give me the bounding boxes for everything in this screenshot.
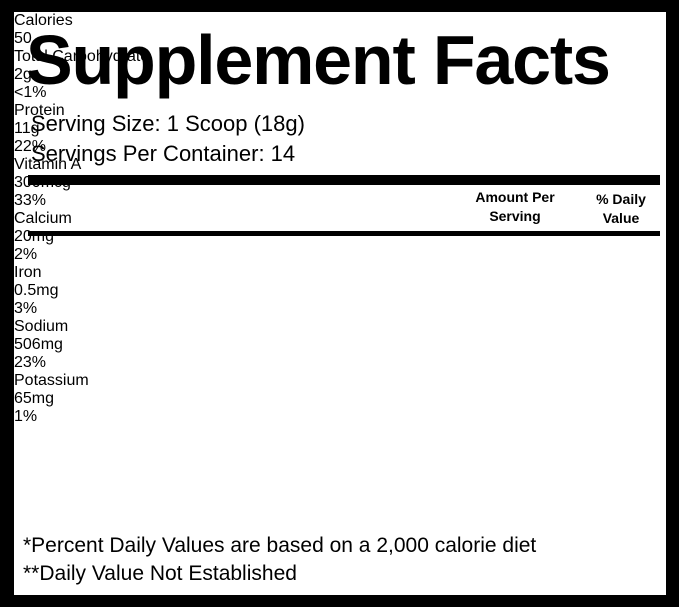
daily-value: 22% <box>14 138 47 155</box>
table-body: Calories 50 Total Carbohydrate 2g <1% Protein… <box>14 12 666 426</box>
nutrient-name: Total Carbohydrate <box>14 48 150 65</box>
amount: 11g <box>14 120 40 137</box>
daily-value: 23% <box>14 354 47 371</box>
table-row: Sodium 506mg 23% <box>14 318 666 372</box>
nutrient-name: Calcium <box>14 210 72 227</box>
table-row: Protein 11g 22% <box>14 102 666 156</box>
header-rule <box>28 231 660 236</box>
nutrient-name: Calories <box>14 12 73 29</box>
footnote: *Percent Daily Values are based on a 2,0… <box>23 534 537 557</box>
amount: 50 <box>14 30 32 47</box>
thick-rule <box>28 175 660 185</box>
nutrient-name: Iron <box>14 264 42 281</box>
daily-value: <1% <box>14 84 47 101</box>
footnote: **Daily Value Not Established <box>23 562 297 585</box>
table-row: Total Carbohydrate 2g <1% <box>14 48 666 102</box>
daily-value: 33% <box>14 192 47 209</box>
daily-value: 1% <box>14 408 38 425</box>
nutrient-name: Sodium <box>14 318 69 335</box>
daily-value: 2% <box>14 246 38 263</box>
serving-size: Serving Size: 1 Scoop (18g) <box>31 111 305 136</box>
table-row: Potassium 65mg 1% <box>14 372 666 426</box>
nutrient-name: Potassium <box>14 372 89 389</box>
column-header: % Daily Value <box>596 191 646 226</box>
nutrient-name: Vitamin A <box>14 156 82 173</box>
amount: 0.5mg <box>14 282 59 299</box>
amount: 506mg <box>14 336 63 353</box>
table-row: Calories 50 <box>14 12 666 48</box>
table-row: Iron 0.5mg 3% <box>14 264 666 318</box>
amount: 65mg <box>14 390 55 407</box>
servings-per-container: Servings Per Container: 14 <box>31 141 296 166</box>
label-panel: Supplement Facts Serving Size: 1 Scoop (… <box>14 12 666 595</box>
daily-value: 3% <box>14 300 38 317</box>
title: Supplement Facts <box>26 21 611 99</box>
table-row: Calcium 20mg 2% <box>14 210 666 264</box>
amount: 2g <box>14 66 32 83</box>
column-header: Amount Per Serving <box>475 189 555 224</box>
nutrient-name: Protein <box>14 102 65 119</box>
